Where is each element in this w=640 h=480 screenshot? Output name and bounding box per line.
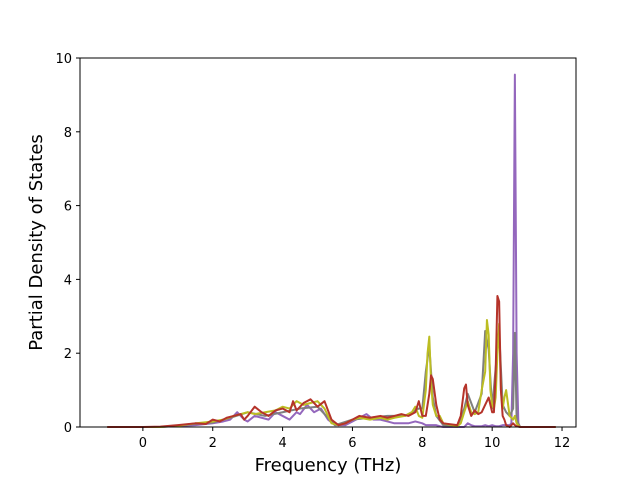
y-tick-label: 6 xyxy=(64,200,72,215)
y-axis-ticks: 0 2 4 6 8 10 xyxy=(55,52,80,436)
x-tick-label: 4 xyxy=(278,436,286,451)
series-line-3 xyxy=(106,295,557,428)
x-axis-label: Frequency (THz) xyxy=(255,455,402,476)
x-tick-label: 0 xyxy=(139,436,147,451)
y-tick-label: 0 xyxy=(64,421,72,436)
series-layer xyxy=(106,73,557,428)
x-tick-label: 10 xyxy=(484,436,501,451)
y-tick-label: 10 xyxy=(55,52,72,67)
x-axis-ticks: 0 2 4 6 8 10 12 xyxy=(139,427,571,451)
y-tick-label: 4 xyxy=(64,273,72,288)
y-tick-label: 8 xyxy=(64,126,72,141)
x-tick-label: 8 xyxy=(418,436,426,451)
y-tick-label: 2 xyxy=(64,347,72,362)
axes-frame xyxy=(79,57,577,428)
x-tick-label: 12 xyxy=(554,436,571,451)
y-axis-label: Partial Density of States xyxy=(26,134,47,351)
series-line-1 xyxy=(106,330,557,428)
x-tick-label: 2 xyxy=(209,436,217,451)
x-tick-label: 6 xyxy=(348,436,356,451)
